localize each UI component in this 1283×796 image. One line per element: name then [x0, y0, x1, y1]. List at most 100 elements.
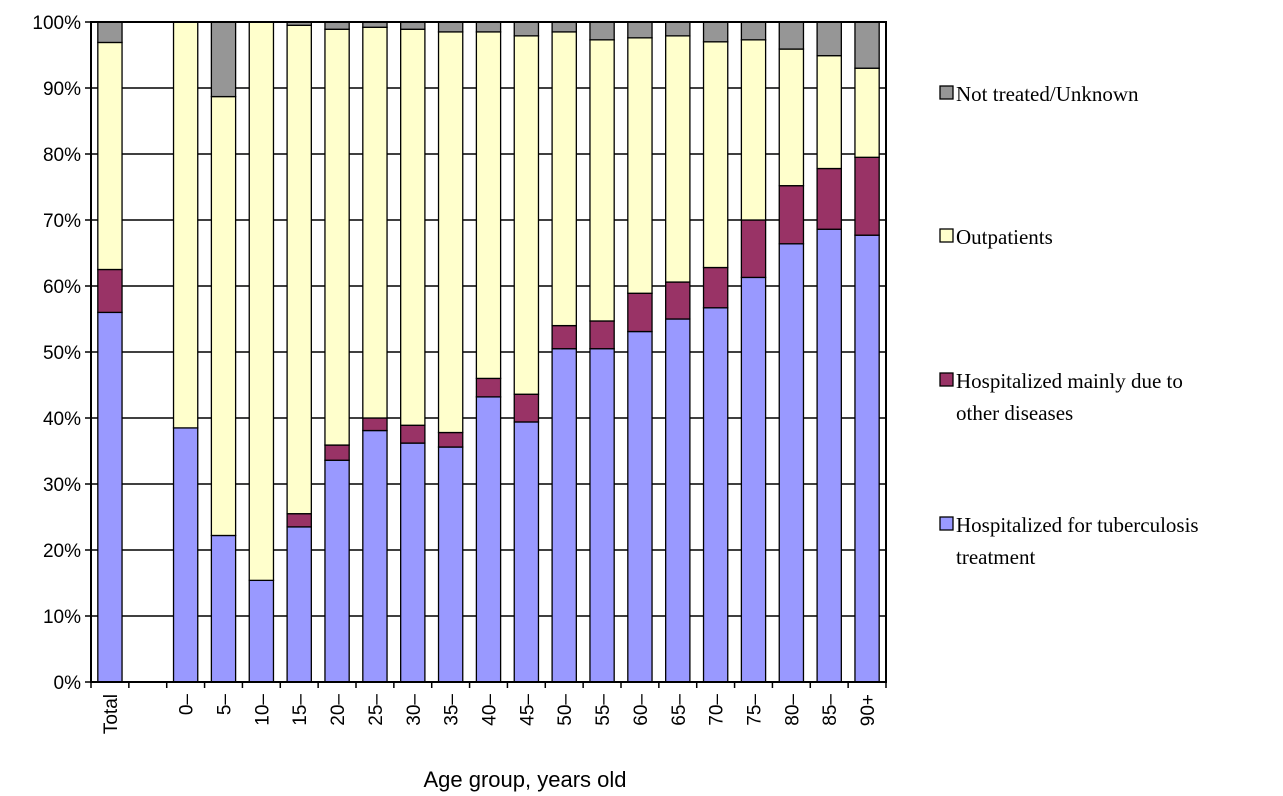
y-axis-ticks: 0% 10% 20% 30% 40% 50% 60% 70% 80% 90% 100%	[32, 13, 91, 694]
bar-segment	[778, 21, 805, 50]
bar-segment	[665, 21, 691, 37]
bar-segment	[97, 41, 123, 271]
legend-label: Hospitalized mainly due to	[956, 369, 1183, 393]
bar-segment	[740, 219, 767, 279]
legend-swatch	[939, 372, 954, 387]
bar-segment	[854, 21, 880, 69]
x-tick-label: 45–	[517, 694, 538, 726]
bar-segment	[627, 21, 653, 39]
x-tick-label: 90+	[858, 694, 879, 726]
bars	[97, 21, 880, 683]
bar-segment	[627, 37, 653, 294]
x-tick-label: 15–	[290, 694, 311, 726]
bar-segment	[702, 307, 729, 683]
x-tick-label: 85–	[820, 694, 841, 726]
y-tick-label: 10%	[43, 607, 81, 628]
bar-segment	[589, 39, 615, 322]
y-tick-label: 40%	[43, 409, 81, 430]
x-tick-label: 0–	[177, 694, 198, 716]
bar-segment	[400, 21, 426, 30]
bar-segment	[740, 21, 767, 41]
bar-segment	[437, 21, 464, 33]
legend-label: Hospitalized for tuberculosis	[956, 513, 1199, 537]
bar-segment	[513, 393, 540, 423]
bar-segment	[97, 21, 123, 44]
x-tick-label: 25–	[366, 694, 387, 726]
bar-segment	[362, 26, 388, 419]
bar-segment	[400, 424, 426, 444]
legend: Not treated/Unknown Outpatients Hospitaliz…	[939, 82, 1199, 569]
legend-swatch	[939, 85, 954, 100]
bar-segment	[172, 21, 199, 429]
bar-segment	[551, 31, 577, 327]
y-tick-label: 60%	[43, 277, 81, 298]
bar-segment	[513, 35, 540, 395]
x-tick-label: 50–	[555, 694, 576, 726]
y-tick-label: 0%	[54, 673, 82, 694]
bar-segment	[513, 421, 540, 683]
bar-segment	[324, 28, 350, 446]
bar-segment	[627, 292, 653, 333]
bar-segment	[248, 579, 275, 683]
bar-segment	[551, 348, 577, 683]
x-tick-label: 10–	[252, 694, 273, 726]
legend-swatch	[939, 228, 954, 243]
bar-segment	[816, 55, 842, 170]
bar-segment	[589, 21, 615, 41]
x-tick-label: 80–	[782, 694, 803, 726]
x-tick-label: Total	[101, 694, 122, 734]
y-tick-label: 70%	[43, 211, 81, 232]
bar-segment	[665, 35, 691, 283]
bar-segment	[437, 431, 464, 448]
bar-segment	[740, 276, 767, 683]
bar-segment	[513, 21, 540, 37]
y-tick-label: 20%	[43, 541, 81, 562]
x-tick-label: 60–	[631, 694, 652, 726]
x-tick-label: 35–	[442, 694, 463, 726]
bar-segment	[400, 442, 426, 683]
legend-swatch	[939, 516, 954, 531]
bar-segment	[589, 320, 615, 350]
x-axis-title: Age group, years old	[423, 767, 626, 792]
bar-segment	[97, 268, 123, 314]
bar-segment	[286, 526, 312, 683]
bar-segment	[437, 446, 464, 683]
y-tick-label: 80%	[43, 145, 81, 166]
x-tick-label: 70–	[707, 694, 728, 726]
bar-segment	[97, 311, 123, 683]
bar-segment	[551, 21, 577, 33]
legend-label: Outpatients	[956, 225, 1053, 249]
bar-segment	[286, 24, 312, 515]
y-tick-label: 50%	[43, 343, 81, 364]
x-axis-ticks: Total 0– 5– 10– 15– 20– 25– 30– 35– 40– 45– 50– 55– 6…	[90, 682, 887, 734]
bar-segment	[475, 21, 502, 33]
bar-segment	[551, 324, 577, 350]
bar-segment	[475, 377, 502, 398]
bar-segment	[324, 459, 350, 683]
bar-segment	[740, 39, 767, 221]
bar-segment	[324, 444, 350, 461]
bar-segment	[778, 48, 805, 187]
bar-segment	[210, 95, 237, 537]
legend-label: treatment	[956, 545, 1035, 569]
bar-segment	[210, 534, 237, 683]
x-tick-label: 55–	[593, 694, 614, 726]
bar-segment	[778, 185, 805, 245]
bar-segment	[702, 21, 729, 43]
bar-segment	[778, 243, 805, 683]
bar-segment	[362, 429, 388, 683]
bar-segment	[248, 21, 275, 582]
bar-segment	[475, 396, 502, 683]
y-tick-label: 90%	[43, 79, 81, 100]
bar-segment	[589, 348, 615, 683]
bar-segment	[854, 156, 880, 236]
bar-segment	[437, 31, 464, 434]
bar-segment	[816, 228, 842, 683]
y-tick-label: 30%	[43, 475, 81, 496]
y-tick-label: 100%	[32, 13, 81, 34]
bar-segment	[172, 427, 199, 683]
x-tick-label: 5–	[215, 694, 236, 716]
bar-segment	[702, 41, 729, 269]
x-tick-label: 20–	[328, 694, 349, 726]
